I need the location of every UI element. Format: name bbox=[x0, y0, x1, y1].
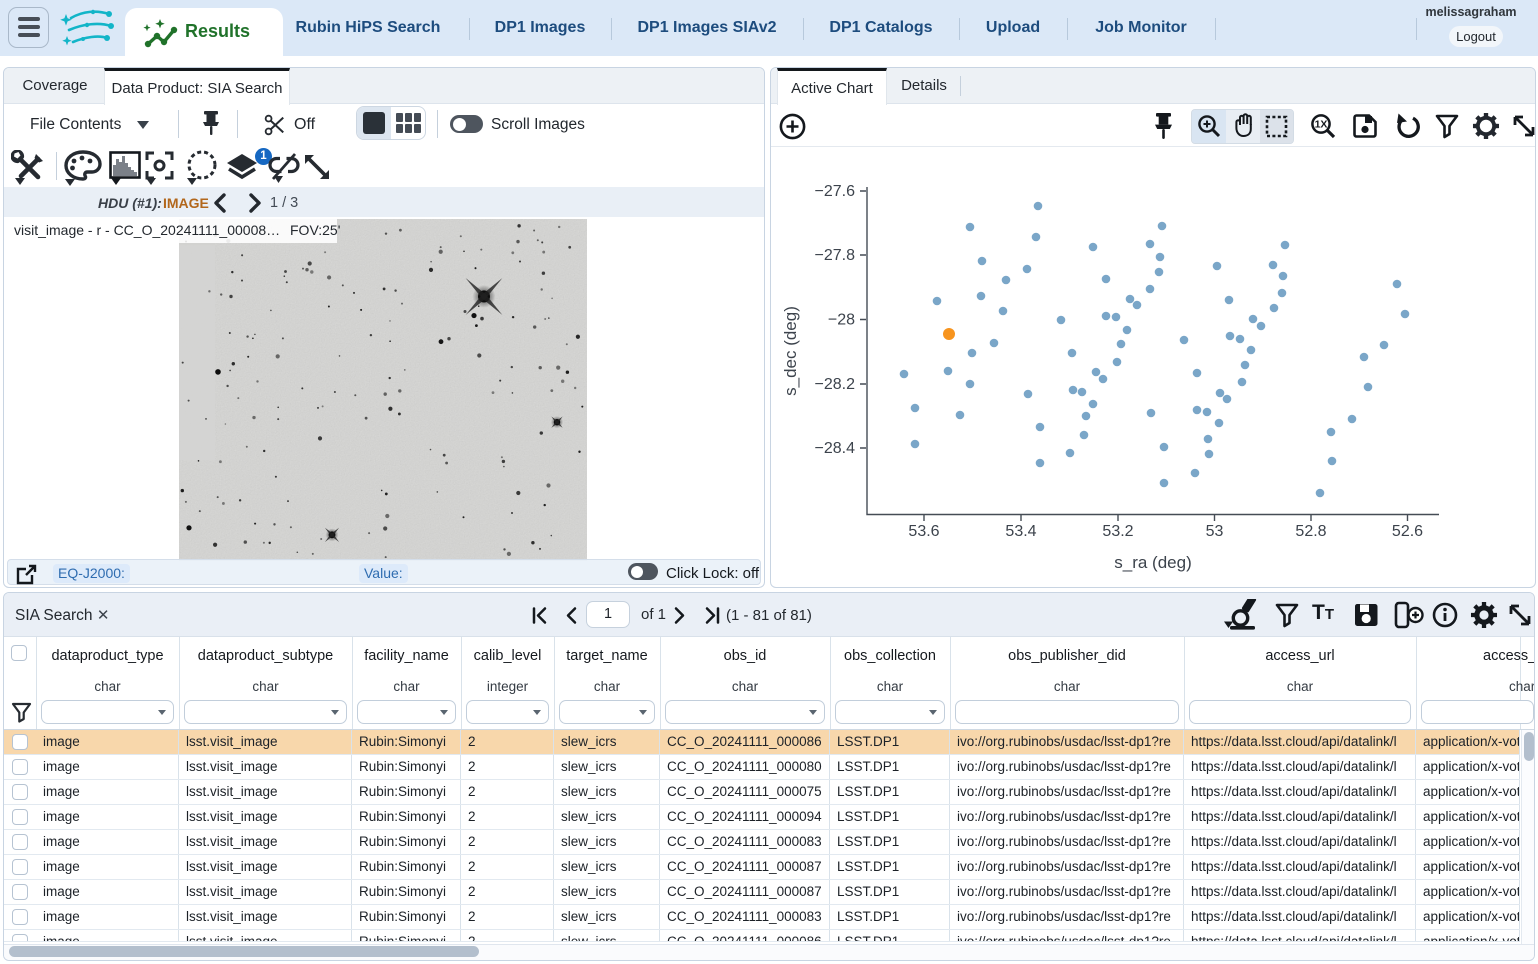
svg-text:−27.6: −27.6 bbox=[815, 183, 856, 200]
svg-text:52.8: 52.8 bbox=[1295, 523, 1326, 540]
svg-text:53.4: 53.4 bbox=[1005, 523, 1036, 540]
svg-text:−28: −28 bbox=[828, 312, 855, 329]
svg-text:53.2: 53.2 bbox=[1102, 523, 1133, 540]
svg-text:52.6: 52.6 bbox=[1392, 523, 1423, 540]
svg-text:1X: 1X bbox=[1315, 119, 1328, 131]
svg-text:−28.4: −28.4 bbox=[815, 440, 856, 457]
svg-text:53.6: 53.6 bbox=[908, 523, 939, 540]
svg-text:−28.2: −28.2 bbox=[815, 376, 856, 393]
svg-text:s_dec (deg): s_dec (deg) bbox=[781, 306, 800, 396]
svg-text:53: 53 bbox=[1206, 523, 1224, 540]
svg-text:−27.8: −27.8 bbox=[815, 247, 856, 264]
svg-text:s_ra (deg): s_ra (deg) bbox=[1114, 553, 1191, 572]
